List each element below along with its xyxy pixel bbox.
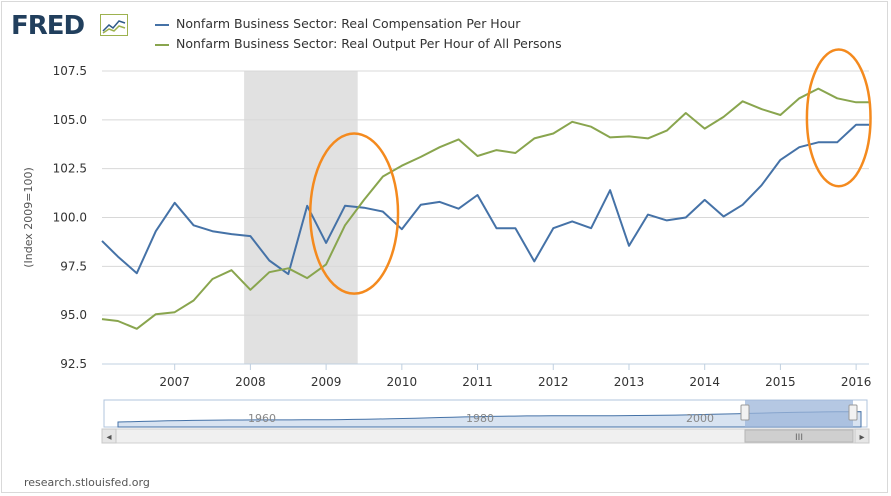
x-tick-label: 2016: [841, 375, 872, 389]
y-axis-title: (Index 2009=100): [22, 167, 35, 268]
line-graph-icon: [100, 14, 128, 36]
fred-logo-text: FRED: [11, 11, 85, 41]
y-tick-label: 97.5: [60, 259, 87, 273]
y-tick-label: 92.5: [60, 357, 87, 371]
legend-item-output[interactable]: Nonfarm Business Sector: Real Output Per…: [155, 36, 562, 51]
navigator-handle-right[interactable]: [848, 404, 858, 421]
legend-label-output: Nonfarm Business Sector: Real Output Per…: [176, 36, 562, 51]
scroll-left-button[interactable]: [101, 428, 117, 444]
x-tick-label: 2007: [159, 375, 190, 389]
navigator-scrollbar-thumb[interactable]: [744, 429, 854, 443]
scrollbar-grip-icon: III: [795, 433, 803, 443]
navigator-selected-range: [745, 400, 853, 427]
scroll-right-arrow-icon: ▸: [859, 432, 864, 443]
legend-swatch-output: [155, 43, 169, 46]
fred-logo[interactable]: FRED: [11, 11, 85, 41]
y-tick-label: 102.5: [53, 162, 87, 176]
x-tick-label: 2014: [689, 375, 720, 389]
highlight-circle-2: [805, 48, 872, 188]
y-tick-label: 95.0: [60, 308, 87, 322]
navigator-year-label: 2000: [686, 412, 714, 425]
x-tick-label: 2009: [311, 375, 342, 389]
highlight-circle-1: [308, 132, 400, 295]
legend-item-compensation[interactable]: Nonfarm Business Sector: Real Compensati…: [155, 16, 520, 31]
scroll-right-button[interactable]: [854, 428, 870, 444]
legend-label-compensation: Nonfarm Business Sector: Real Compensati…: [176, 16, 521, 31]
series-line-output[interactable]: [101, 87, 869, 330]
source-credit[interactable]: research.stlouisfed.org: [24, 476, 150, 489]
series-line-compensation[interactable]: [101, 123, 869, 276]
y-tick-label: 107.5: [53, 64, 87, 78]
scroll-left-arrow-icon: ◂: [106, 432, 111, 443]
x-tick-label: 2015: [765, 375, 796, 389]
navigator-handle-left[interactable]: [740, 404, 750, 421]
x-tick-label: 2012: [538, 375, 569, 389]
y-tick-label: 100.0: [53, 211, 87, 225]
y-tick-label: 105.0: [53, 113, 87, 127]
x-tick-label: 2008: [235, 375, 266, 389]
x-tick-label: 2013: [614, 375, 645, 389]
navigator-year-label: 1980: [466, 412, 494, 425]
x-tick-label: 2011: [462, 375, 493, 389]
x-tick-label: 2010: [387, 375, 418, 389]
navigator-year-label: 1960: [248, 412, 276, 425]
legend-swatch-compensation: [155, 23, 169, 26]
